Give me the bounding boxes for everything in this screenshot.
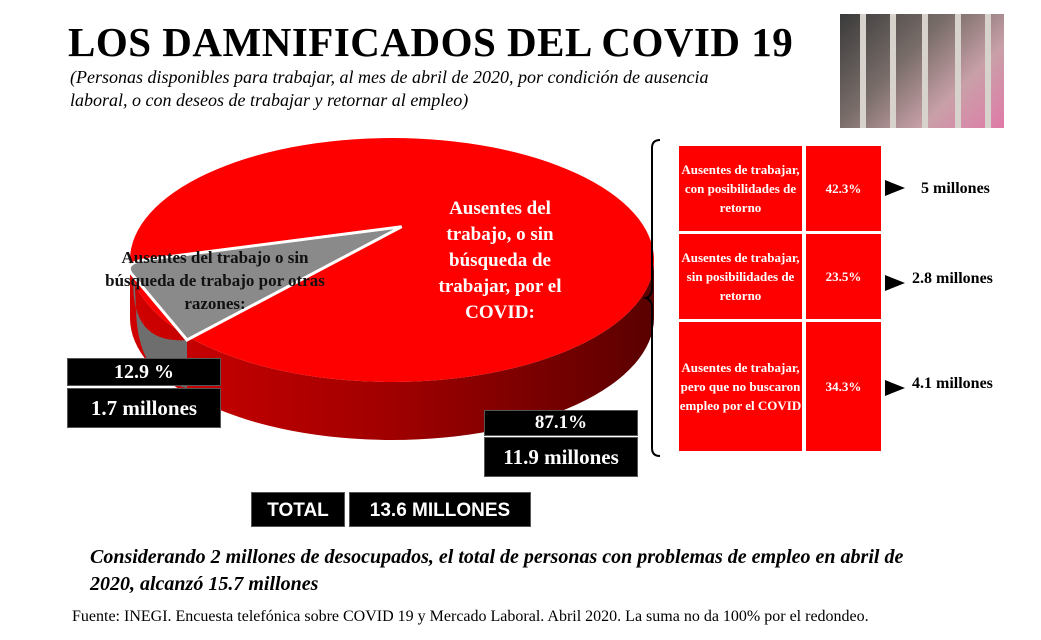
slice-label-covid: Ausentes del trabajo, o sin búsqueda de … xyxy=(438,198,562,323)
arrow-right-icon xyxy=(885,380,905,396)
breakdown-percent: 23.5% xyxy=(806,234,881,319)
arrow-right-icon xyxy=(885,180,905,196)
page-title: LOS DAMNIFICADOS DEL COVID 19 xyxy=(68,19,794,65)
breakdown-percent: 34.3% xyxy=(806,322,881,451)
slice-label-other: Ausentes del trabajo o sin búsqueda de t… xyxy=(105,248,325,313)
total-value: 13.6 MILLONES xyxy=(349,492,531,527)
breakdown-label: Ausentes de trabajar, pero que no buscar… xyxy=(679,322,802,451)
breakdown-percent: 42.3% xyxy=(806,146,881,231)
bracket xyxy=(642,139,661,457)
pie-slice-other-reasons xyxy=(127,225,403,342)
arrow-right-icon xyxy=(885,275,905,291)
footnote: Considerando 2 millones de desocupados, … xyxy=(90,546,904,595)
breakdown-millions: 5 millones xyxy=(921,180,990,197)
pie-side-red xyxy=(130,260,654,440)
other-millions-label: 1.7 millones xyxy=(67,388,221,428)
total-label: TOTAL xyxy=(251,492,345,527)
breakdown-label: Ausentes de trabajar, con posibilidades … xyxy=(679,146,802,231)
breakdown-label: Ausentes de trabajar, sin posibilidades … xyxy=(679,234,802,319)
pie-chart xyxy=(127,138,661,457)
source: Fuente: INEGI. Encuesta telefónica sobre… xyxy=(72,608,869,625)
breakdown-millions: 2.8 millones xyxy=(912,270,993,287)
page-subtitle: (Personas disponibles para trabajar, al … xyxy=(70,67,709,110)
covid-millions-label: 11.9 millones xyxy=(484,437,638,477)
people-behind-bars-photo xyxy=(840,14,1004,128)
other-percent-label: 12.9 % xyxy=(67,358,221,386)
breakdown-millions: 4.1 millones xyxy=(912,375,993,392)
pie-slice-covid xyxy=(130,138,654,382)
covid-percent-label: 87.1% xyxy=(484,410,638,436)
